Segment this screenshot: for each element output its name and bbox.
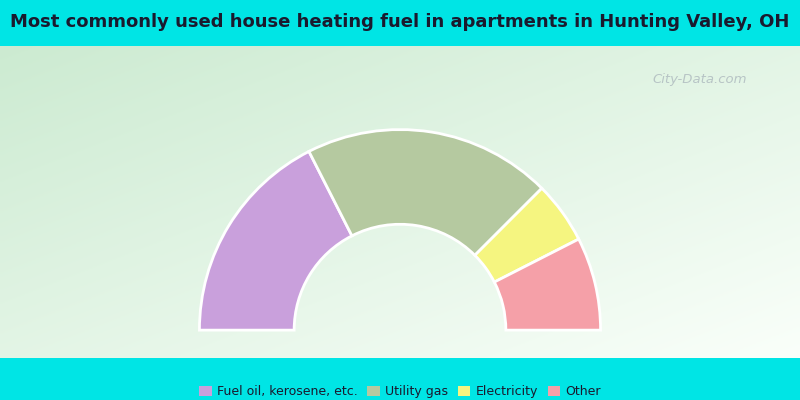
Text: City-Data.com: City-Data.com <box>653 74 747 86</box>
Text: Most commonly used house heating fuel in apartments in Hunting Valley, OH: Most commonly used house heating fuel in… <box>10 13 790 31</box>
Wedge shape <box>494 239 601 330</box>
Wedge shape <box>309 130 542 255</box>
Legend: Fuel oil, kerosene, etc., Utility gas, Electricity, Other: Fuel oil, kerosene, etc., Utility gas, E… <box>194 380 606 400</box>
Wedge shape <box>199 152 352 330</box>
Wedge shape <box>475 188 578 282</box>
